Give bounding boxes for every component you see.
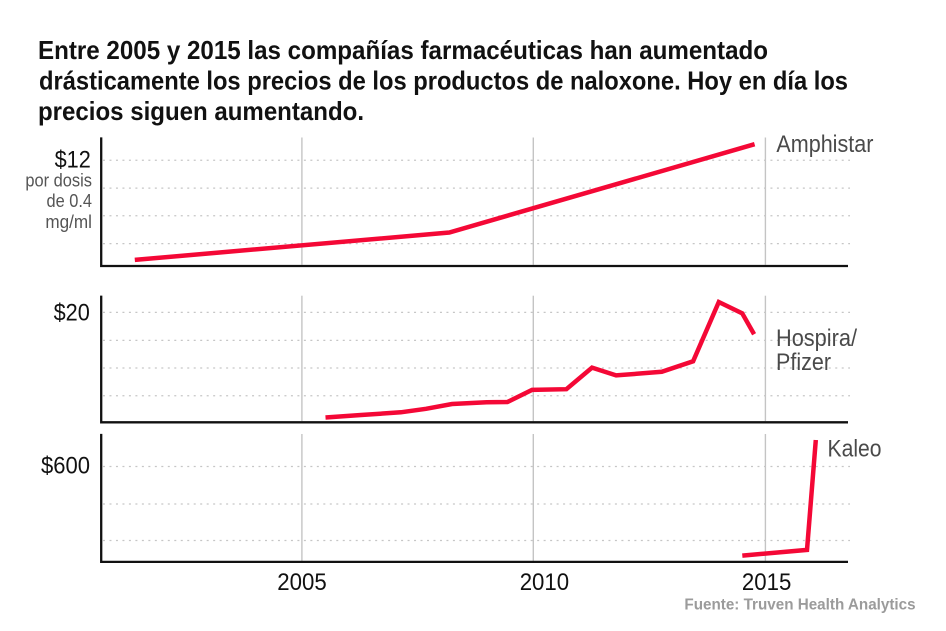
svg-text:Pfizer: Pfizer xyxy=(776,349,831,376)
svg-text:Kaleo: Kaleo xyxy=(828,436,882,463)
svg-text:2010: 2010 xyxy=(520,569,569,596)
svg-text:por dosis: por dosis xyxy=(25,170,92,190)
svg-text:$12: $12 xyxy=(55,146,91,173)
svg-text:Fuente: Truven Health Analytic: Fuente: Truven Health Analytics xyxy=(684,597,915,614)
svg-text:drásticamente los precios de l: drásticamente los precios de los product… xyxy=(39,65,848,95)
svg-text:Entre 2005 y 2015 las compañía: Entre 2005 y 2015 las compañías farmacéu… xyxy=(38,35,768,65)
svg-text:Amphistar: Amphistar xyxy=(776,131,873,158)
svg-text:2005: 2005 xyxy=(277,569,326,596)
svg-text:mg/ml: mg/ml xyxy=(45,212,92,232)
svg-text:$600: $600 xyxy=(41,453,90,480)
svg-text:$20: $20 xyxy=(54,300,90,327)
svg-text:Hospira/: Hospira/ xyxy=(776,325,857,352)
svg-text:precios siguen aumentando.: precios siguen aumentando. xyxy=(38,96,364,126)
svg-text:de 0.4: de 0.4 xyxy=(47,191,93,211)
svg-text:2015: 2015 xyxy=(742,569,791,596)
